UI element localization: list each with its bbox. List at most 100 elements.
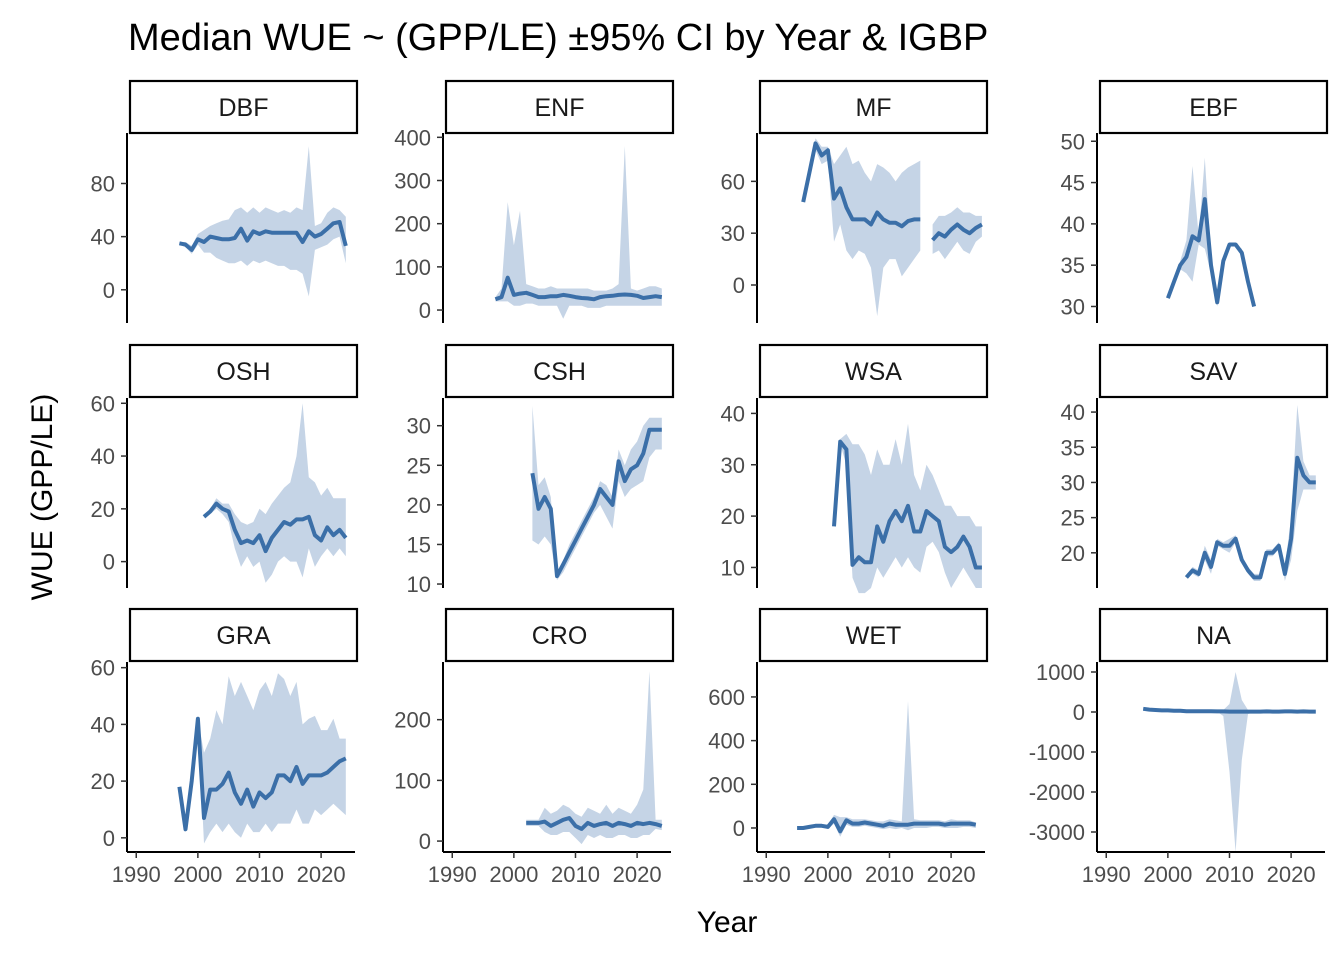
- panel-csh: CSH 10 15 20 25 30: [407, 343, 675, 597]
- y-tick-label: 60: [721, 169, 745, 194]
- x-tick-label: 2020: [927, 862, 976, 887]
- strip-box: [444, 343, 675, 399]
- y-tick-label: 0: [419, 829, 431, 854]
- strip-label: EBF: [1189, 94, 1238, 122]
- strip-label: WET: [846, 622, 902, 650]
- y-tick-label: 40: [721, 401, 745, 426]
- y-tick-label: 80: [91, 171, 115, 196]
- y-tick-label: 200: [394, 212, 431, 237]
- x-tick-label: 2010: [865, 862, 914, 887]
- strip-label: CRO: [532, 622, 588, 650]
- x-tick-label: 2020: [1267, 862, 1316, 887]
- y-tick-label: 200: [394, 708, 431, 733]
- y-tick-label: 30: [721, 453, 745, 478]
- y-tick-label: 30: [1061, 470, 1085, 495]
- y-tick-label: 30: [721, 221, 745, 246]
- y-tick-label: 50: [1061, 129, 1085, 154]
- strip-box: [1098, 343, 1329, 399]
- x-tick-label: 2000: [1143, 862, 1192, 887]
- y-tick-label: 400: [394, 125, 431, 150]
- ci-ribbon: [179, 673, 346, 844]
- y-tick-label: 20: [91, 769, 115, 794]
- strip-box: [128, 607, 359, 663]
- y-tick-label: -2000: [1029, 780, 1085, 805]
- y-tick-label: 0: [419, 298, 431, 323]
- x-tick-label: 2020: [613, 862, 662, 887]
- y-tick-label: 400: [708, 729, 745, 754]
- y-tick-label: 20: [407, 493, 431, 518]
- y-tick-label: 0: [103, 550, 115, 575]
- ci-ribbon: [932, 207, 982, 260]
- strip-box: [128, 79, 359, 135]
- strip-label: NA: [1196, 622, 1231, 650]
- facet-panels: DBF04080ENF0100200300400MF03060EBF303540…: [91, 79, 1329, 887]
- y-tick-label: -3000: [1029, 820, 1085, 845]
- y-tick-label: 60: [91, 391, 115, 416]
- y-tick-label: 600: [708, 685, 745, 710]
- panel-cro: CRO 0 100 200 1990 2000 2010 2020: [394, 607, 675, 887]
- x-tick-label: 2000: [489, 862, 538, 887]
- y-tick-label: 40: [1061, 212, 1085, 237]
- panel-mf: MF 0 30 60: [721, 79, 989, 323]
- x-tick-label: 1990: [112, 862, 161, 887]
- median-line: [931, 222, 983, 242]
- y-tick-label: 300: [394, 169, 431, 194]
- y-tick-label: 40: [1061, 400, 1085, 425]
- y-tick-label: 40: [91, 712, 115, 737]
- ci-ribbon: [1143, 672, 1316, 852]
- ci-ribbon: [797, 701, 976, 837]
- median-line: [177, 716, 347, 832]
- strip-box: [444, 607, 675, 663]
- panel-dbf: DBF 0 40 80: [91, 79, 359, 323]
- strip-box: [758, 343, 989, 399]
- x-tick-label: 1990: [742, 862, 791, 887]
- ci-ribbon: [179, 146, 346, 297]
- y-tick-label: 0: [103, 826, 115, 851]
- chart-title: Median WUE ~ (GPP/LE) ±95% CI by Year & …: [128, 17, 988, 59]
- ci-ribbon: [495, 146, 662, 319]
- y-tick-label: 45: [1061, 171, 1085, 196]
- y-tick-label: 25: [1061, 506, 1085, 531]
- panel-wsa: WSA 10 20 30 40: [721, 343, 989, 594]
- strip-label: ENF: [535, 94, 585, 122]
- y-tick-label: 30: [1061, 294, 1085, 319]
- strip-label: MF: [855, 94, 891, 122]
- y-tick-label: 25: [407, 453, 431, 478]
- y-tick-label: 10: [407, 572, 431, 597]
- y-tick-label: -1000: [1029, 740, 1085, 765]
- strip-label: DBF: [219, 94, 269, 122]
- y-tick-label: 35: [1061, 253, 1085, 278]
- x-tick-label: 2010: [1205, 862, 1254, 887]
- x-tick-label: 2010: [235, 862, 284, 887]
- y-tick-label: 10: [721, 555, 745, 580]
- y-tick-label: 20: [1061, 541, 1085, 566]
- ci-ribbon: [204, 403, 346, 583]
- ci-ribbon: [526, 671, 662, 845]
- strip-box: [444, 79, 675, 135]
- y-axis-title: WUE (GPP/LE): [26, 394, 59, 601]
- x-tick-label: 1990: [1082, 862, 1131, 887]
- y-tick-label: 200: [708, 772, 745, 797]
- panel-sav: SAV 20 25 30 35 40: [1061, 343, 1329, 588]
- panel-gra: GRA 0 20 40 60 1990 2000 2010 2020: [91, 607, 359, 887]
- ci-ribbon: [1167, 157, 1255, 307]
- x-axis-title: Year: [697, 906, 758, 939]
- strip-label: CSH: [533, 358, 586, 386]
- x-tick-label: 2000: [803, 862, 852, 887]
- y-tick-label: 40: [91, 225, 115, 250]
- median-line: [526, 816, 663, 831]
- y-tick-label: 0: [733, 273, 745, 298]
- strip-label: WSA: [845, 358, 902, 386]
- x-tick-label: 2010: [551, 862, 600, 887]
- median-line: [801, 141, 921, 229]
- strip-box: [1098, 607, 1329, 663]
- strip-label: GRA: [216, 622, 271, 650]
- strip-box: [758, 79, 989, 135]
- y-tick-label: 30: [407, 414, 431, 439]
- y-tick-label: 0: [1073, 700, 1085, 725]
- x-tick-label: 2000: [173, 862, 222, 887]
- median-line: [530, 427, 662, 579]
- x-tick-label: 1990: [428, 862, 477, 887]
- y-tick-label: 35: [1061, 435, 1085, 460]
- strip-label: SAV: [1189, 358, 1237, 386]
